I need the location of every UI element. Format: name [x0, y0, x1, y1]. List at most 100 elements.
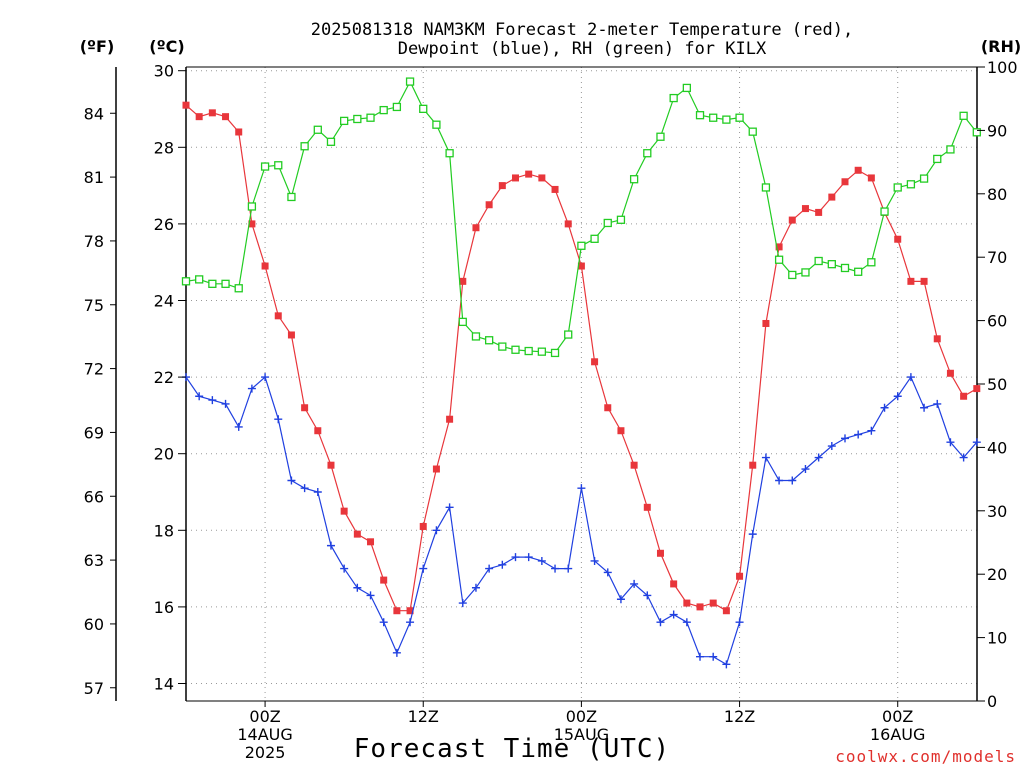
rh-point: [774, 255, 784, 264]
dewpoint-point: [524, 553, 533, 562]
rh-point: [274, 161, 283, 170]
rh-point: [366, 113, 375, 122]
fahrenheit-tick-label: 78: [84, 232, 104, 251]
fahrenheit-tick-label: 72: [84, 360, 104, 379]
axes-layer: [115, 66, 978, 702]
rh-point: [208, 279, 217, 288]
temperature-point: [933, 335, 941, 343]
temperature-point: [591, 358, 599, 366]
rh-point: [840, 263, 850, 273]
temperature-point: [261, 262, 269, 270]
x-tick-label: 2025: [245, 743, 286, 762]
dewpoint-point: [616, 595, 625, 604]
temperature-point: [446, 415, 454, 423]
rh-point: [748, 127, 757, 136]
rh-point: [616, 215, 626, 224]
dewpoint-point: [920, 403, 929, 412]
dewpoint-point: [551, 564, 560, 573]
temperature-point: [498, 182, 506, 190]
temperature-point: [630, 461, 638, 469]
rh-point: [761, 183, 771, 192]
temperature-point: [222, 113, 230, 121]
rh-point: [564, 330, 573, 339]
rh-point: [287, 192, 296, 202]
dewpoint-point: [669, 610, 678, 619]
rh-point: [682, 83, 691, 93]
temperature-point: [801, 205, 809, 213]
dewpoint-point: [761, 453, 770, 462]
temperature-point: [656, 549, 664, 557]
rh-tick-label: 70: [987, 248, 1007, 267]
x-tick-label: 12Z: [724, 707, 755, 726]
temperature-point: [393, 607, 401, 615]
series-temperature: [182, 101, 981, 615]
celsius-tick-label: 20: [154, 445, 174, 464]
dewpoint-point: [313, 488, 322, 496]
dewpoint-point: [788, 476, 797, 485]
rh-point: [801, 268, 810, 277]
temperature-point: [894, 235, 902, 243]
rh-tick-label: 50: [987, 375, 1007, 394]
dewpoint-point: [590, 556, 599, 565]
rh-tick-label: 40: [987, 438, 1007, 457]
rh-point: [933, 154, 942, 164]
dewpoint-point: [775, 476, 784, 485]
temperature-point: [907, 277, 915, 285]
x-tick-label: 16AUG: [870, 725, 925, 744]
dewpoint-point: [630, 579, 639, 588]
fahrenheit-tick-label: 75: [84, 296, 104, 315]
temperature-point: [775, 243, 783, 251]
dewpoint-point: [247, 384, 256, 393]
rh-tick-label: 20: [987, 565, 1007, 584]
rh-point: [893, 183, 902, 192]
temperature-point: [736, 572, 744, 580]
rh-point: [419, 104, 428, 113]
rh-tick-label: 100: [987, 58, 1018, 77]
temperature-point: [749, 461, 757, 469]
dewpoint-point: [498, 560, 507, 569]
temperature-point: [327, 461, 335, 469]
rh-tick-label: 0: [987, 692, 997, 711]
rh-tick-label: 80: [987, 185, 1007, 204]
rh-point: [906, 180, 916, 189]
series-line-dewpoint: [185, 375, 978, 666]
dewpoint-point: [906, 373, 915, 382]
temperature-point: [815, 208, 823, 216]
rh-point: [550, 348, 560, 358]
temperature-point: [472, 224, 480, 232]
rh-point: [405, 77, 415, 86]
temperature-point: [722, 607, 730, 615]
fahrenheit-tick-label: 66: [84, 487, 104, 506]
temperature-point: [235, 128, 243, 136]
fahrenheit-tick-label: 81: [84, 168, 104, 187]
dewpoint-point: [801, 465, 810, 474]
temperature-point: [380, 576, 388, 584]
rh-unit-label: (RH): [981, 37, 1021, 56]
temperature-point: [406, 607, 414, 615]
rh-point: [260, 162, 270, 171]
temperature-point: [577, 262, 585, 270]
dewpoint-point: [445, 503, 454, 512]
temperature-point: [353, 530, 361, 538]
celsius-tick-label: 24: [154, 292, 174, 311]
dewpoint-point: [287, 476, 296, 485]
temperature-point: [340, 507, 348, 515]
celsius-unit-label: (ºC): [149, 37, 184, 56]
dewpoint-point: [485, 564, 494, 573]
rh-point: [300, 142, 309, 151]
dewpoint-point: [880, 403, 889, 412]
series-layer: [181, 77, 981, 669]
temperature-point: [287, 331, 295, 339]
rh-point: [353, 114, 362, 124]
rh-point: [181, 277, 191, 286]
dewpoint-point: [854, 430, 863, 439]
fahrenheit-tick-label: 60: [84, 615, 104, 634]
dewpoint-point: [696, 652, 705, 661]
dewpoint-point: [326, 541, 335, 550]
temperature-point: [960, 392, 968, 400]
dewpoint-point: [603, 568, 612, 577]
rh-point: [880, 207, 889, 216]
dewpoint-point: [261, 373, 270, 382]
temperature-point: [696, 603, 704, 611]
dewpoint-point: [274, 415, 283, 424]
